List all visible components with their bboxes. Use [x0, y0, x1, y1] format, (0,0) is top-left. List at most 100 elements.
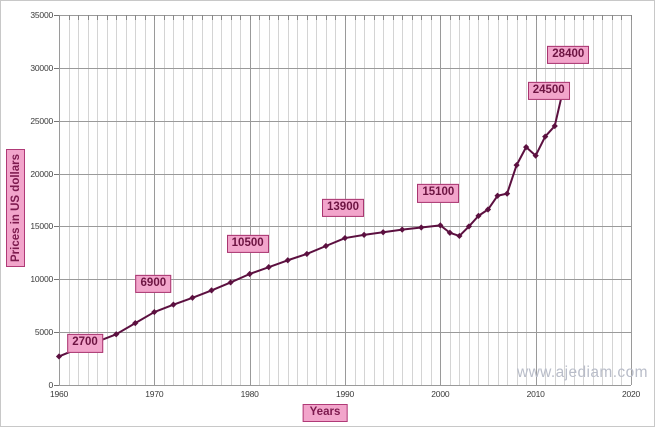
x-tick	[221, 15, 223, 20]
x-tick	[335, 15, 337, 20]
y-tick	[54, 385, 59, 386]
x-tick-label: 2020	[621, 389, 641, 399]
x-tick	[621, 15, 623, 20]
data-point-marker	[437, 222, 444, 229]
data-point-marker	[360, 231, 368, 238]
data-point-marker	[494, 192, 501, 199]
x-tick	[125, 15, 127, 20]
horizontal-gridline	[59, 67, 631, 69]
vertical-gridline	[259, 15, 261, 385]
data-point-marker	[303, 250, 310, 258]
data-label-28400: 28400	[547, 45, 590, 64]
x-tick	[78, 15, 80, 20]
horizontal-gridline	[59, 279, 631, 281]
vertical-gridline	[526, 15, 528, 385]
vertical-gridline	[116, 15, 118, 385]
vertical-gridline	[59, 15, 60, 385]
data-point-marker	[208, 287, 215, 294]
vertical-gridline	[230, 15, 232, 385]
data-point-marker	[503, 190, 511, 197]
x-tick	[392, 15, 394, 20]
vertical-gridline	[459, 15, 461, 385]
y-tick-label: 0	[48, 380, 53, 390]
data-point-marker	[399, 226, 406, 233]
x-tick	[202, 15, 203, 20]
x-tick	[345, 15, 346, 20]
x-tick	[116, 15, 118, 20]
vertical-gridline	[144, 15, 146, 385]
vertical-gridline	[173, 15, 175, 385]
x-tick	[554, 15, 556, 20]
y-tick-label: 5000	[34, 327, 53, 338]
vertical-gridline	[97, 15, 99, 385]
vertical-gridline	[249, 15, 251, 385]
vertical-gridline	[535, 15, 537, 385]
horizontal-gridline	[59, 120, 631, 122]
horizontal-gridline	[59, 385, 631, 386]
data-point-marker	[322, 242, 330, 250]
x-tick	[631, 15, 632, 20]
x-tick-label: 2000	[431, 389, 450, 399]
vertical-gridline	[202, 15, 203, 385]
vertical-gridline	[611, 15, 613, 385]
vertical-gridline	[125, 15, 127, 385]
x-tick	[507, 15, 509, 20]
x-tick	[592, 15, 594, 20]
x-tick	[488, 15, 489, 20]
x-tick	[306, 15, 308, 20]
data-point-marker	[246, 270, 253, 278]
x-tick	[430, 15, 432, 20]
vertical-gridline	[545, 15, 547, 385]
data-point-marker	[132, 320, 139, 327]
vertical-gridline	[373, 15, 375, 385]
vertical-gridline	[78, 15, 80, 385]
y-tick	[54, 15, 59, 16]
data-label-10500: 10500	[226, 234, 269, 254]
plot-area: 2700 6900 10500 13900 15100 24500 28400 www.aj…	[54, 15, 648, 386]
horizontal-gridline	[59, 226, 631, 228]
x-tick	[135, 15, 137, 20]
data-label-6900: 6900	[135, 274, 172, 294]
data-point-marker	[189, 294, 196, 301]
data-point-marker	[265, 264, 272, 271]
x-tick	[602, 15, 604, 20]
x-tick	[249, 15, 251, 20]
x-tick	[383, 15, 385, 20]
y-tick-label: 10000	[30, 274, 53, 285]
x-axis-title: Years	[302, 404, 348, 423]
x-tick	[583, 15, 585, 20]
y-axis-title: Prices in US dollars	[6, 149, 25, 267]
data-point-marker	[456, 232, 463, 240]
x-tick	[211, 15, 213, 20]
data-point-marker	[551, 122, 558, 130]
vertical-gridline	[488, 15, 489, 385]
x-tick	[278, 15, 280, 20]
x-tick	[192, 15, 194, 20]
vertical-gridline	[268, 15, 270, 385]
x-tick	[97, 15, 99, 20]
y-tick	[54, 332, 59, 334]
vertical-gridline	[411, 15, 413, 385]
vertical-gridline	[392, 15, 394, 385]
x-tick	[163, 15, 165, 20]
vertical-gridline	[564, 15, 566, 385]
vertical-gridline	[68, 15, 70, 385]
vertical-gridline	[468, 15, 470, 385]
x-tick	[497, 15, 499, 20]
x-tick	[325, 15, 327, 20]
data-point-marker	[341, 234, 349, 242]
y-tick-label: 25000	[30, 115, 53, 126]
x-tick	[230, 15, 232, 20]
y-tick	[54, 67, 59, 69]
x-tick	[354, 15, 356, 20]
watermark-text: www.ajediam.com	[517, 364, 648, 381]
vertical-gridline	[383, 15, 385, 385]
x-tick	[373, 15, 375, 20]
x-tick	[526, 15, 528, 20]
x-tick	[144, 15, 146, 20]
data-point-marker	[532, 152, 539, 159]
x-tick	[573, 15, 575, 20]
vertical-gridline	[316, 15, 318, 385]
x-tick	[59, 15, 60, 20]
data-label-13900: 13900	[322, 198, 364, 218]
